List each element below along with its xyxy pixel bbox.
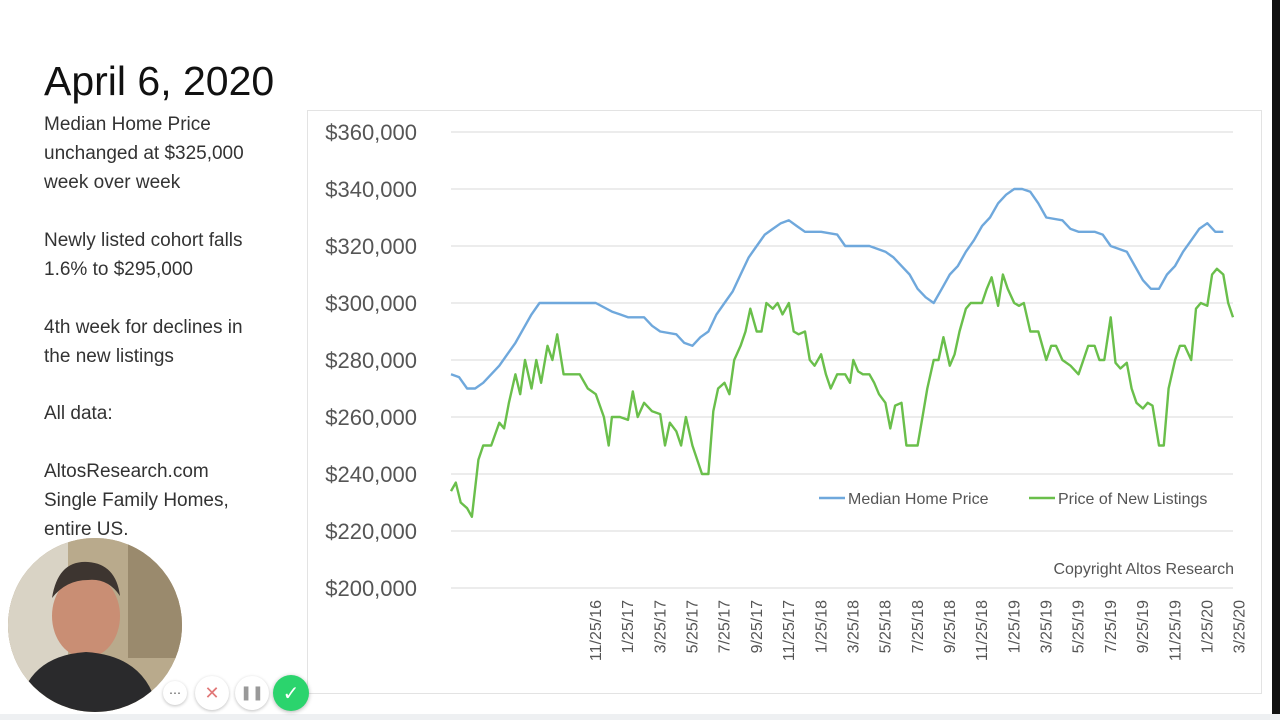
y-tick-label: $220,000 bbox=[325, 519, 417, 544]
finish-recording-button[interactable]: ✓ bbox=[273, 675, 309, 711]
note-source: AltosResearch.com Single Family Homes, e… bbox=[44, 461, 229, 540]
x-tick-label: 1/25/18 bbox=[813, 600, 830, 653]
note-new-listings: Newly listed cohort falls 1.6% to $295,0… bbox=[44, 230, 243, 280]
slide-title: April 6, 2020 bbox=[44, 58, 275, 104]
y-tick-label: $200,000 bbox=[325, 576, 417, 601]
x-tick-label: 9/25/19 bbox=[1135, 600, 1152, 653]
x-tick-label: 7/25/19 bbox=[1103, 600, 1120, 653]
x-tick-label: 9/25/18 bbox=[942, 600, 959, 653]
x-tick-label: 5/25/19 bbox=[1071, 600, 1088, 653]
y-tick-label: $240,000 bbox=[325, 462, 417, 487]
copyright-annotation: Copyright Altos Research bbox=[1053, 561, 1234, 578]
x-tick-label: 11/25/16 bbox=[588, 600, 605, 661]
x-tick-label: 7/25/17 bbox=[717, 600, 734, 653]
y-tick-label: $280,000 bbox=[325, 348, 417, 373]
series-line bbox=[449, 267, 1235, 518]
x-tick-label: 1/25/20 bbox=[1199, 600, 1216, 653]
y-tick-label: $260,000 bbox=[325, 405, 417, 430]
x-tick-label: 11/25/19 bbox=[1167, 600, 1184, 661]
webcam-bubble[interactable] bbox=[8, 538, 182, 712]
series-line bbox=[450, 187, 1224, 390]
window-edge bbox=[1272, 0, 1280, 720]
x-tick-label: 3/25/20 bbox=[1232, 600, 1249, 653]
x-tick-label: 3/25/19 bbox=[1039, 600, 1056, 653]
pause-recording-button[interactable]: ❚❚ bbox=[235, 676, 269, 710]
x-tick-label: 11/25/18 bbox=[974, 600, 991, 661]
more-options-button[interactable]: ⋯ bbox=[163, 681, 187, 705]
x-tick-label: 11/25/17 bbox=[781, 600, 798, 661]
legend-label: Price of New Listings bbox=[1058, 491, 1207, 508]
x-tick-label: 9/25/17 bbox=[749, 600, 766, 653]
note-all-data: All data: bbox=[44, 403, 113, 424]
chart-frame bbox=[307, 110, 1262, 694]
x-tick-label: 3/25/17 bbox=[652, 600, 669, 653]
note-declines: 4th week for declines in the new listing… bbox=[44, 317, 243, 367]
y-tick-label: $300,000 bbox=[325, 291, 417, 316]
legend-label: Median Home Price bbox=[848, 491, 989, 508]
y-tick-label: $340,000 bbox=[325, 177, 417, 202]
line-chart: $200,000 $220,000 $240,000 $260,000 $280,000… bbox=[325, 120, 1249, 661]
x-tick-label: 3/25/18 bbox=[845, 600, 862, 653]
x-tick-label: 7/25/18 bbox=[910, 600, 927, 653]
y-tick-label: $320,000 bbox=[325, 234, 417, 259]
x-tick-label: 5/25/18 bbox=[878, 600, 895, 653]
cancel-recording-button[interactable]: ✕ bbox=[195, 676, 229, 710]
presenter-avatar bbox=[8, 538, 182, 712]
y-tick-label: $360,000 bbox=[325, 120, 417, 145]
note-median-price: Median Home Price unchanged at $325,000 … bbox=[44, 114, 244, 193]
bottom-bar bbox=[0, 714, 1280, 720]
x-tick-label: 5/25/17 bbox=[685, 600, 702, 653]
x-tick-label: 1/25/19 bbox=[1006, 600, 1023, 653]
x-tick-label: 1/25/17 bbox=[620, 600, 637, 653]
